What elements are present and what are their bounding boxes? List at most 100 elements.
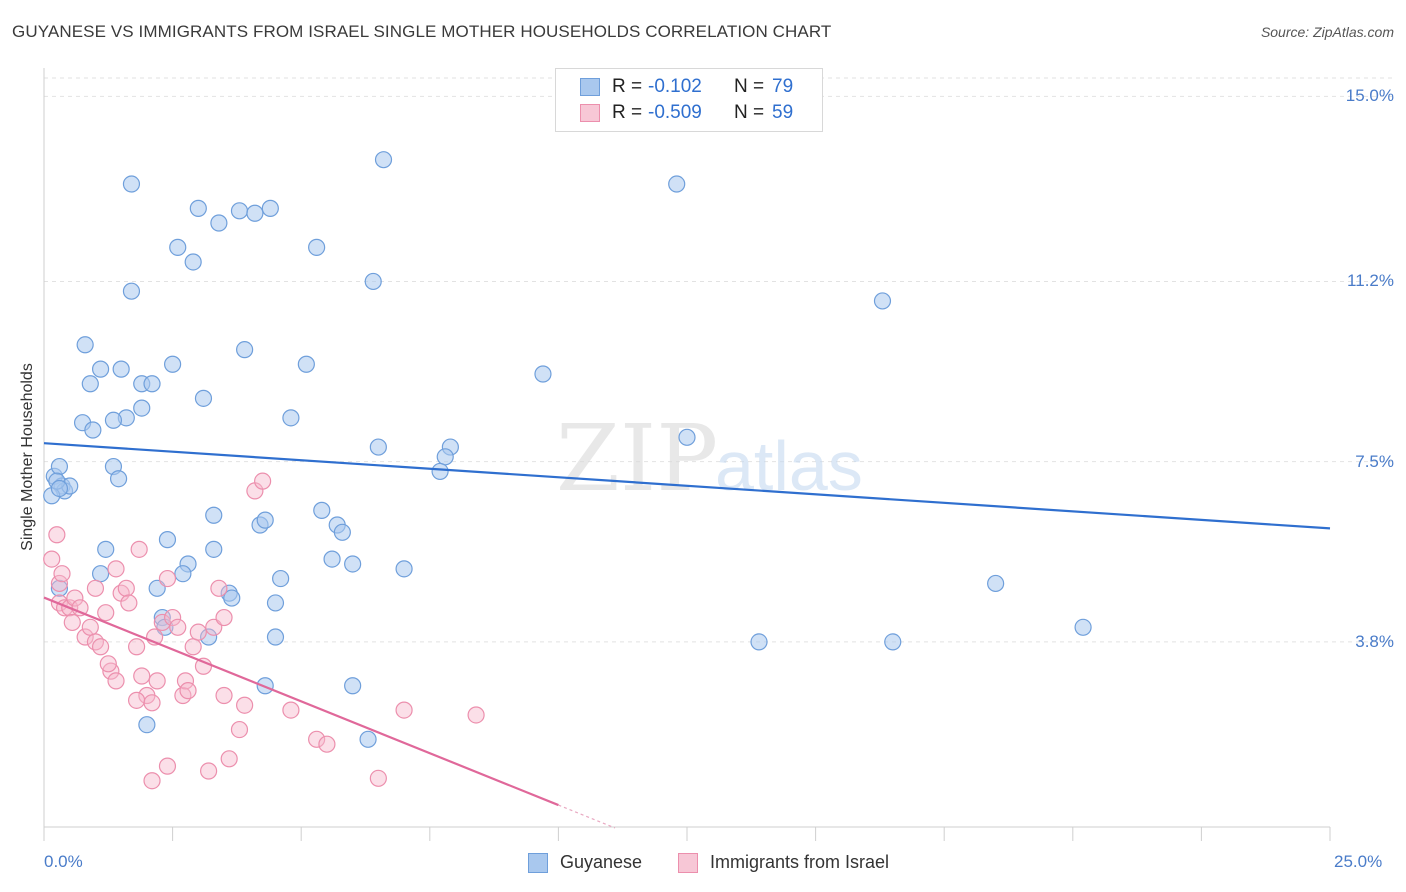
israel-legend-swatch [678,852,698,873]
data-point-guyanese [189,199,207,217]
data-point-israel [236,696,254,714]
data-point-guyanese [297,355,315,373]
legend-label: Guyanese [560,852,643,872]
legend-label: Immigrants from Israel [710,852,890,872]
data-point-israel [97,604,115,622]
data-point-israel [120,594,138,612]
data-point-israel [99,655,117,673]
n-value: 59 [772,102,794,123]
data-point-guyanese [143,375,161,393]
data-point-guyanese [236,341,254,359]
data-point-guyanese [50,579,69,597]
data-point-israel [189,623,207,641]
data-point-guyanese [210,214,228,232]
data-point-guyanese [333,523,351,541]
data-point-guyanese [395,560,413,578]
data-point-guyanese [750,633,768,651]
data-point-guyanese [184,253,202,271]
data-point-guyanese [266,628,285,646]
data-point-israel [91,638,110,656]
data-point-guyanese [668,175,686,193]
data-point-israel [184,638,202,656]
series-israel-points [43,472,485,790]
data-point-guyanese [122,175,141,193]
data-point-guyanese [873,292,892,310]
data-point-guyanese [359,730,377,748]
data-point-guyanese [534,365,552,383]
data-point-israel [169,618,187,636]
data-point-guyanese [205,540,223,558]
data-point-israel [254,472,272,490]
data-point-guyanese [369,438,387,456]
r-value: -0.102 [648,76,702,97]
data-point-guyanese [256,511,274,529]
data-point-israel [127,638,146,656]
trend-lines [43,442,1331,829]
data-point-guyanese [200,628,218,646]
data-point-israel [215,608,233,627]
data-point-guyanese [109,470,128,488]
data-point-guyanese [174,565,192,583]
y-tick-label: 3.8% [1355,631,1394,651]
data-point-guyanese [91,565,110,583]
data-point-israel [43,550,61,568]
data-point-israel [50,574,69,593]
data-point-israel [153,613,171,632]
data-point-guyanese [436,448,454,466]
data-point-guyanese [50,457,69,476]
data-point-israel [143,772,161,790]
data-point-israel [179,682,197,700]
legend-item-guyanese: Guyanese [528,852,642,873]
watermark: ZIP atlas [556,405,863,512]
data-point-guyanese [272,569,290,588]
data-point-israel [467,706,485,724]
x-tick-max: 25.0% [1334,852,1383,871]
data-point-israel [143,694,161,712]
data-point-guyanese [230,202,249,220]
data-point-israel [66,589,84,607]
data-point-guyanese [313,501,331,519]
data-point-guyanese [364,272,382,291]
grid-lines [44,77,1392,643]
data-point-guyanese [133,399,151,417]
data-point-guyanese [344,677,362,695]
y-tick-label: 11.2% [1347,271,1394,291]
r-value: -0.509 [648,102,702,123]
data-point-guyanese [987,574,1005,593]
data-point-israel [318,735,336,753]
data-point-guyanese [91,360,110,378]
data-point-guyanese [678,428,696,446]
data-point-israel [164,608,182,627]
data-point-israel [133,667,151,685]
data-point-guyanese [323,550,341,568]
n-value: 79 [772,76,794,97]
data-point-guyanese [97,540,115,558]
guyanese-swatch [580,78,600,96]
data-point-israel [76,628,94,646]
r-label: R = [612,102,643,123]
n-label: N = [734,76,765,97]
data-point-guyanese [261,199,279,217]
chart-title: GUYANESE VS IMMIGRANTS FROM ISRAEL SINGL… [12,22,832,41]
data-point-israel [200,762,218,780]
data-point-guyanese [431,462,449,481]
data-point-guyanese [344,555,362,573]
data-point-israel [215,686,233,705]
source-credit: Source: ZipAtlas.com [1260,24,1394,40]
data-point-israel [63,613,81,632]
data-point-israel [158,569,177,588]
data-point-israel [220,750,238,768]
watermark-zip: ZIP [556,405,718,512]
data-point-israel [230,720,249,739]
data-point-israel [48,526,66,544]
x-tick-min: 0.0% [44,852,83,871]
y-axis-label: Single Mother Households [19,363,36,551]
data-point-israel [174,686,192,705]
data-point-guyanese [169,238,187,256]
data-point-israel [210,579,228,597]
data-point-israel [86,633,105,651]
legend-row-israel: R = -0.509 N = 59 [580,101,793,125]
data-point-israel [308,730,326,748]
data-point-guyanese [223,589,241,607]
